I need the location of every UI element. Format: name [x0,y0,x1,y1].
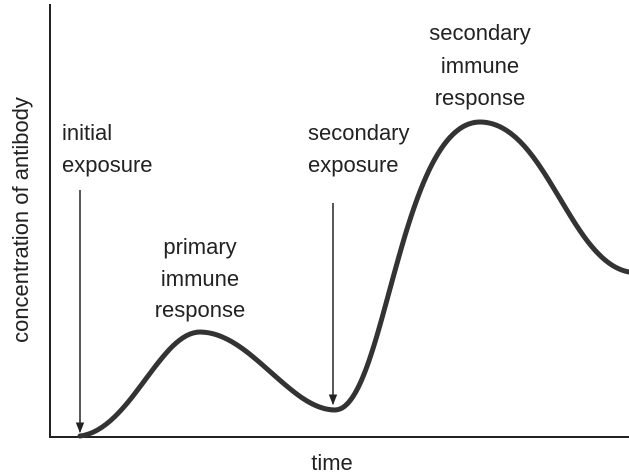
annotation: immune [161,266,239,291]
annotation: exposure [62,152,153,177]
annotation: response [435,85,526,110]
x-axis-label: time [311,450,353,475]
annotation: secondary [429,20,531,45]
annotation: secondary [308,120,410,145]
response-curve [77,119,629,439]
annotation: primary [163,234,236,259]
annotation: initial [62,120,112,145]
annotation: immune [441,53,519,78]
annotation: exposure [308,152,399,177]
annotation: response [155,297,246,322]
y-axis-label: concentration of antibody [8,97,33,343]
